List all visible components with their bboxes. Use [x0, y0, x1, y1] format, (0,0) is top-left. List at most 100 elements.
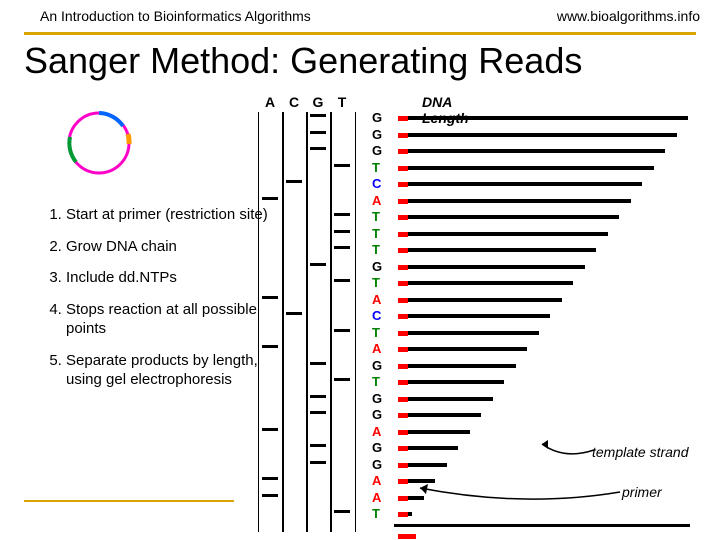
length-bar: [398, 331, 539, 335]
step-item: Separate products by length, using gel e…: [66, 351, 286, 390]
header-left: An Introduction to Bioinformatics Algori…: [40, 8, 311, 24]
sequence-base: T: [372, 226, 382, 243]
sequence-base: G: [372, 110, 382, 127]
primer-tip: [398, 397, 408, 402]
sequence-base: T: [372, 160, 382, 177]
length-bar: [398, 430, 470, 434]
sequence-base: A: [372, 292, 382, 309]
primer-tip: [398, 413, 408, 418]
header-underline: [24, 32, 696, 35]
gel-band: [310, 114, 326, 117]
primer-tip: [398, 331, 408, 336]
gel-band: [262, 197, 278, 200]
length-bar: [398, 133, 677, 137]
primer-bar: [398, 534, 416, 539]
footer-underline: [24, 500, 234, 502]
length-bar: [398, 265, 585, 269]
length-bar: [398, 248, 596, 252]
sequence-base: A: [372, 473, 382, 490]
sequence-base: G: [372, 457, 382, 474]
plasmid-diagram: [60, 104, 138, 182]
primer-tip: [398, 430, 408, 435]
gel-band: [310, 461, 326, 464]
sequence-base: A: [372, 490, 382, 507]
primer-tip: [398, 215, 408, 220]
primer-tip: [398, 314, 408, 319]
gel-lane-headers: ACGT: [258, 94, 354, 110]
gel-band: [334, 246, 350, 249]
primer-tip: [398, 446, 408, 451]
slide-title: Sanger Method: Generating Reads: [24, 40, 582, 82]
length-bar: [398, 281, 573, 285]
gel-band: [310, 147, 326, 150]
length-bar: [398, 215, 619, 219]
length-bar: [398, 232, 608, 236]
gel-lane: [258, 112, 284, 532]
sequence-base: A: [372, 341, 382, 358]
gel-band: [262, 296, 278, 299]
sequence-base: T: [372, 374, 382, 391]
length-bar: [398, 116, 688, 120]
sequence-base: G: [372, 407, 382, 424]
sequence-base: T: [372, 506, 382, 523]
sequence-base: T: [372, 209, 382, 226]
sequence-column: GGGTCATTTGTACTAGTGGAGGAAT: [372, 110, 382, 523]
length-bar: [398, 298, 562, 302]
gel-band: [310, 411, 326, 414]
header-right: www.bioalgorithms.info: [557, 8, 700, 24]
primer-tip: [398, 380, 408, 385]
steps-list: Start at primer (restriction site) Grow …: [26, 205, 286, 402]
sequence-base: G: [372, 440, 382, 457]
gel-band: [286, 180, 302, 183]
primer-tip: [398, 149, 408, 154]
length-bar: [398, 149, 665, 153]
gel-band: [334, 230, 350, 233]
sequence-base: G: [372, 127, 382, 144]
gel-band: [262, 494, 278, 497]
sequence-base: T: [372, 275, 382, 292]
sequence-base: C: [372, 308, 382, 325]
sequence-base: G: [372, 143, 382, 160]
dna-length-title: DNA Length: [422, 94, 469, 126]
primer-tip: [398, 512, 408, 517]
length-bar: [398, 182, 642, 186]
gel-lane: [306, 112, 332, 532]
gel-lane: [282, 112, 308, 532]
gel-band: [310, 131, 326, 134]
gel-lane-header: A: [258, 94, 282, 110]
gel-band: [262, 345, 278, 348]
primer-tip: [398, 281, 408, 286]
sequence-base: G: [372, 391, 382, 408]
gel-lane-header: G: [306, 94, 330, 110]
sequence-base: G: [372, 358, 382, 375]
primer-tip: [398, 265, 408, 270]
sequence-base: C: [372, 176, 382, 193]
gel-band: [334, 510, 350, 513]
step-item: Stops reaction at all possible points: [66, 300, 286, 339]
primer-tip: [398, 182, 408, 187]
primer-tip: [398, 347, 408, 352]
primer-tip: [398, 116, 408, 121]
length-bar: [398, 397, 493, 401]
gel-lane-header: C: [282, 94, 306, 110]
length-bar: [398, 364, 516, 368]
gel-lane: [330, 112, 356, 532]
gel-band: [334, 164, 350, 167]
primer-tip: [398, 232, 408, 237]
primer-tip: [398, 463, 408, 468]
sequence-base: A: [372, 424, 382, 441]
length-bar: [398, 380, 504, 384]
primer-tip: [398, 133, 408, 138]
step-item: Start at primer (restriction site): [66, 205, 286, 225]
gel-band: [262, 477, 278, 480]
sequence-base: A: [372, 193, 382, 210]
primer-tip: [398, 479, 408, 484]
length-bar: [398, 347, 527, 351]
sequence-base: G: [372, 259, 382, 276]
primer-tip: [398, 496, 408, 501]
length-bar: [398, 413, 481, 417]
gel-band: [310, 395, 326, 398]
gel-band: [334, 329, 350, 332]
primer-tip: [398, 199, 408, 204]
sequence-base: T: [372, 325, 382, 342]
